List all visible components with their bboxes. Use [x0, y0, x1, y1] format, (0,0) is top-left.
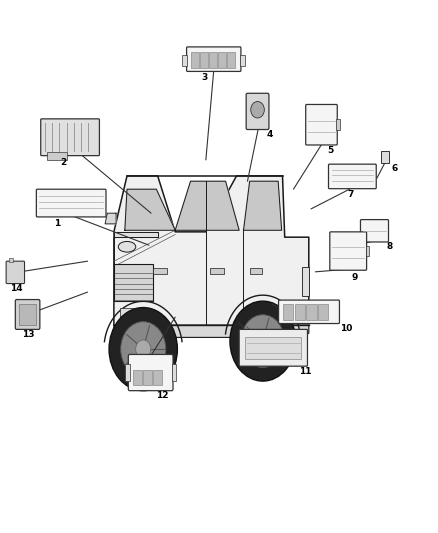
FancyBboxPatch shape: [239, 329, 307, 366]
Bar: [120, 308, 134, 317]
FancyBboxPatch shape: [279, 300, 339, 324]
Bar: [294, 304, 305, 320]
FancyBboxPatch shape: [306, 104, 337, 145]
Bar: [47, 152, 67, 160]
Text: 7: 7: [347, 190, 353, 199]
Bar: [245, 337, 301, 359]
Polygon shape: [114, 325, 309, 337]
FancyBboxPatch shape: [6, 261, 25, 284]
Text: 8: 8: [387, 243, 393, 251]
FancyBboxPatch shape: [128, 354, 173, 391]
Bar: [306, 304, 317, 320]
Circle shape: [109, 308, 177, 391]
Bar: [318, 304, 328, 320]
Text: 4: 4: [266, 131, 272, 139]
Ellipse shape: [118, 241, 136, 252]
FancyBboxPatch shape: [330, 232, 367, 270]
Bar: [125, 365, 130, 381]
Text: 10: 10: [340, 325, 352, 333]
Circle shape: [251, 101, 264, 118]
Polygon shape: [244, 181, 282, 230]
Bar: [9, 258, 13, 262]
Circle shape: [121, 322, 166, 376]
Bar: [209, 52, 217, 68]
Text: 11: 11: [300, 367, 312, 376]
Text: 12: 12: [156, 391, 168, 400]
Bar: [227, 52, 235, 68]
FancyBboxPatch shape: [187, 47, 241, 71]
Text: 14: 14: [11, 285, 23, 293]
Text: 1: 1: [54, 220, 60, 228]
Circle shape: [241, 314, 285, 368]
Bar: [191, 52, 198, 68]
Bar: [250, 268, 262, 274]
Bar: [218, 52, 226, 68]
Bar: [283, 304, 293, 320]
FancyBboxPatch shape: [15, 300, 40, 329]
Text: 2: 2: [60, 158, 67, 167]
Bar: [336, 119, 340, 131]
Circle shape: [230, 301, 296, 381]
FancyBboxPatch shape: [360, 220, 389, 242]
Bar: [153, 268, 167, 274]
FancyBboxPatch shape: [41, 119, 99, 156]
Polygon shape: [114, 176, 309, 325]
FancyBboxPatch shape: [246, 93, 269, 130]
Bar: [240, 55, 245, 66]
Circle shape: [256, 333, 270, 350]
Circle shape: [136, 340, 151, 358]
Bar: [133, 370, 142, 385]
Text: 3: 3: [201, 74, 207, 82]
Bar: [153, 370, 162, 385]
Polygon shape: [125, 189, 175, 230]
Text: 6: 6: [391, 165, 397, 173]
Bar: [143, 370, 152, 385]
Bar: [182, 55, 187, 66]
FancyBboxPatch shape: [328, 164, 376, 189]
Polygon shape: [175, 181, 239, 230]
Polygon shape: [114, 232, 158, 237]
Bar: [19, 304, 36, 325]
Bar: [210, 268, 224, 274]
Polygon shape: [105, 213, 116, 224]
Bar: [114, 264, 153, 301]
FancyBboxPatch shape: [36, 189, 106, 217]
Bar: [381, 151, 389, 163]
Text: 9: 9: [352, 273, 358, 281]
Text: 13: 13: [22, 330, 35, 339]
Bar: [200, 52, 208, 68]
Bar: [302, 266, 309, 296]
Text: 5: 5: [328, 146, 334, 155]
Bar: [172, 365, 176, 381]
Bar: [366, 246, 369, 256]
